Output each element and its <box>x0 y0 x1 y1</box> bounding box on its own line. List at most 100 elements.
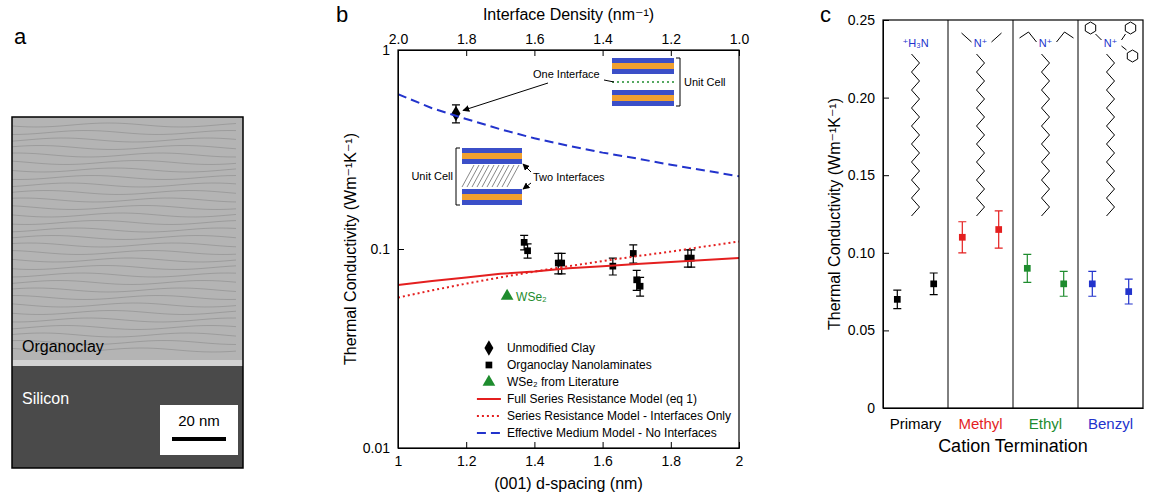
x-axis-tick: 1.2 <box>457 442 477 469</box>
legend-item: Series Resistance Model - Interfaces Onl… <box>477 409 731 423</box>
inset-hatch <box>477 165 489 187</box>
annotation: Unit Cell <box>684 76 726 88</box>
legend-item: Effective Medium Model - No Interfaces <box>477 426 717 440</box>
y-axis-tick-mark <box>883 20 889 21</box>
inset-hatch <box>507 165 519 187</box>
model-line <box>398 94 739 176</box>
y-axis-tick-mark <box>398 249 404 250</box>
y-axis-tick-mark <box>398 448 404 449</box>
error-bar <box>1088 271 1096 296</box>
inset <box>456 58 680 205</box>
error-bar <box>687 250 695 267</box>
y-axis: 00.050.100.150.200.25 <box>848 12 889 416</box>
data-point <box>501 289 514 300</box>
x2-axis-tick: 1.8 <box>457 31 477 56</box>
image-texture <box>12 131 236 135</box>
error-bar <box>958 222 966 253</box>
data-point <box>1089 280 1096 287</box>
x-axis-tick-label: 1.2 <box>457 453 477 469</box>
y-axis-tick: 0.1 <box>371 241 404 257</box>
legend-swatch <box>477 415 501 417</box>
organoclay-region <box>12 117 243 366</box>
y-axis-tick: 0 <box>867 400 889 416</box>
x-axis-tick: 1.4 <box>525 442 545 469</box>
y-axis-tick-mark <box>883 98 889 99</box>
inset-layer <box>612 90 674 95</box>
legend-item: Full Series Resistance Model (eq 1) <box>477 392 697 406</box>
image-texture <box>12 153 236 157</box>
image-texture <box>12 251 236 255</box>
x-axis-tick-mark <box>534 442 535 448</box>
structure-label: N⁺ <box>974 37 988 49</box>
alkyl-chain <box>1107 54 1115 216</box>
image-texture <box>12 176 236 180</box>
data-point <box>959 234 966 241</box>
legend-label: Full Series Resistance Model (eq 1) <box>507 392 697 406</box>
error-bar <box>930 273 938 295</box>
image-texture <box>12 296 236 300</box>
silicon-region <box>12 366 243 468</box>
legend-label: WSe₂ from Literature <box>507 375 619 389</box>
interface-band <box>12 360 243 366</box>
inset-hatch <box>462 165 474 187</box>
x-axis-tick-label: Benzyl <box>1088 415 1133 432</box>
x-axis-tick: 2 <box>736 442 744 469</box>
image-texture <box>12 206 236 210</box>
x2-axis-tick-label: 1.6 <box>525 31 545 47</box>
image-texture <box>12 303 236 307</box>
inset-layer <box>462 153 522 159</box>
y-axis: 0.010.11 <box>363 42 404 456</box>
inset-layer <box>462 189 522 194</box>
x2-axis: 2.01.81.61.41.21.0 <box>389 31 750 56</box>
image-texture <box>12 161 236 165</box>
y-axis-line <box>884 21 890 409</box>
y-axis-tick-mark <box>883 330 889 331</box>
x-axis-tick-label: 1.8 <box>662 453 682 469</box>
image-texture <box>12 168 236 172</box>
y-axis-tick: 0.10 <box>848 245 889 261</box>
inset-layer <box>612 58 674 63</box>
error-bar <box>1060 271 1068 296</box>
legend-swatch <box>486 362 493 369</box>
inset-layer <box>462 194 522 200</box>
bond <box>1096 34 1102 40</box>
x2-axis-tick-label: 2.0 <box>389 31 409 47</box>
image-texture <box>12 326 236 330</box>
error-bar <box>893 290 901 309</box>
error-bar <box>524 244 532 258</box>
data-point <box>894 296 901 303</box>
image-texture <box>12 191 236 195</box>
image-texture <box>12 288 236 292</box>
x-axis-tick-mark <box>739 442 740 448</box>
inset-hatch <box>487 165 499 187</box>
image-texture <box>12 146 236 150</box>
inset-hatch <box>472 165 484 187</box>
inset-hatch <box>492 165 504 187</box>
x2-axis-tick-label: 1.0 <box>730 31 750 47</box>
bond <box>1122 46 1127 50</box>
x2-axis-line <box>399 51 740 57</box>
x-axis-tick-mark <box>603 442 604 448</box>
annotation: Unit Cell <box>411 170 453 182</box>
annotation: One Interface <box>533 68 600 80</box>
bond <box>1020 32 1037 42</box>
y-axis-tick-label: 0.01 <box>363 440 390 456</box>
legend: Unmodified ClayOrganoclay NanolaminatesW… <box>477 340 731 440</box>
alkyl-chain <box>1042 54 1050 216</box>
region-label: Organoclay <box>22 338 104 355</box>
y-axis-title: Thermal Conductivity (Wm⁻¹K⁻¹) <box>342 133 359 365</box>
inset-hatch <box>467 165 479 187</box>
legend-swatch <box>484 340 493 356</box>
legend-item: Organoclay Nanolaminates <box>486 358 652 372</box>
x-axis-tick: 1.8 <box>662 442 682 469</box>
x-axis-tick-mark <box>671 442 672 448</box>
y-axis-tick: 0.05 <box>848 322 889 338</box>
image-texture <box>12 198 236 202</box>
inset-bracket <box>676 58 680 106</box>
x-axis: 11.21.41.61.82 <box>395 442 744 469</box>
annotation-arrow <box>523 164 531 172</box>
y-axis-tick-label: 0.20 <box>848 90 875 106</box>
model-line <box>398 242 739 298</box>
y-axis-tick: 0.25 <box>848 12 889 28</box>
data-point <box>558 260 565 267</box>
